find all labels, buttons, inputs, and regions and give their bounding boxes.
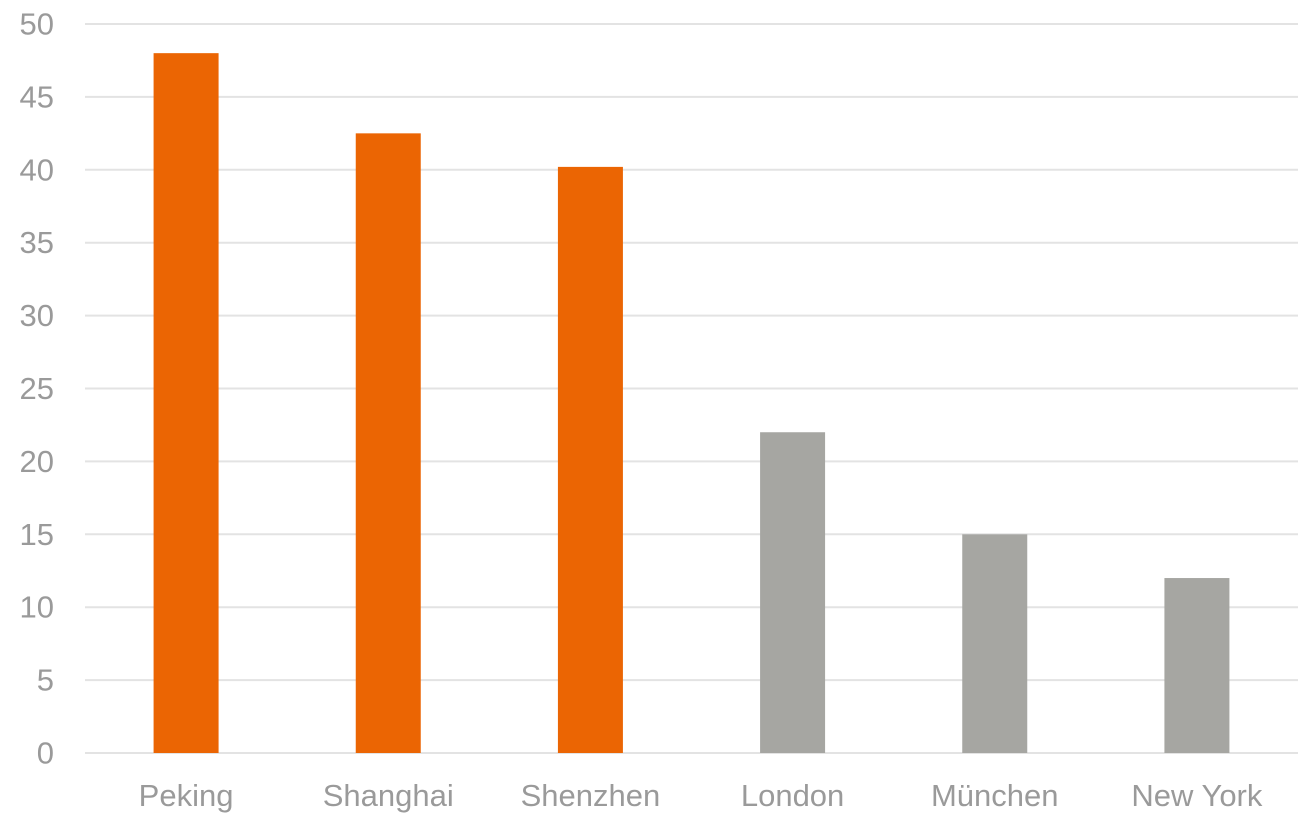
y-tick-label: 0 — [37, 736, 54, 771]
x-category-label: Shenzhen — [521, 778, 661, 813]
y-tick-label: 30 — [20, 298, 54, 333]
y-tick-label: 10 — [20, 590, 54, 625]
y-tick-label: 25 — [20, 371, 54, 406]
bar-shenzhen — [557, 166, 623, 753]
y-tick-label: 45 — [20, 79, 54, 114]
gridlines — [85, 23, 1298, 754]
bar-shanghai — [355, 133, 421, 754]
y-axis-tick-labels: 0 5 10 15 20 25 30 35 40 45 50 — [20, 7, 54, 771]
y-tick-label: 5 — [37, 663, 54, 698]
bar-london — [760, 432, 826, 753]
x-category-label: Peking — [139, 778, 234, 813]
x-axis-category-labels: Peking Shanghai Shenzhen London München New Y… — [139, 778, 1263, 813]
y-tick-label: 35 — [20, 225, 54, 260]
x-category-label: Shanghai — [323, 778, 454, 813]
y-tick-label: 40 — [20, 152, 54, 187]
x-category-label: London — [741, 778, 844, 813]
y-tick-label: 50 — [20, 7, 54, 42]
x-category-label: München — [931, 778, 1059, 813]
x-category-label: New York — [1131, 778, 1262, 813]
y-tick-label: 15 — [20, 517, 54, 552]
bar-new-york — [1164, 578, 1230, 753]
bar-m-nchen — [962, 534, 1028, 753]
bars — [153, 53, 1230, 754]
bar-peking — [153, 53, 219, 754]
y-tick-label: 20 — [20, 444, 54, 479]
